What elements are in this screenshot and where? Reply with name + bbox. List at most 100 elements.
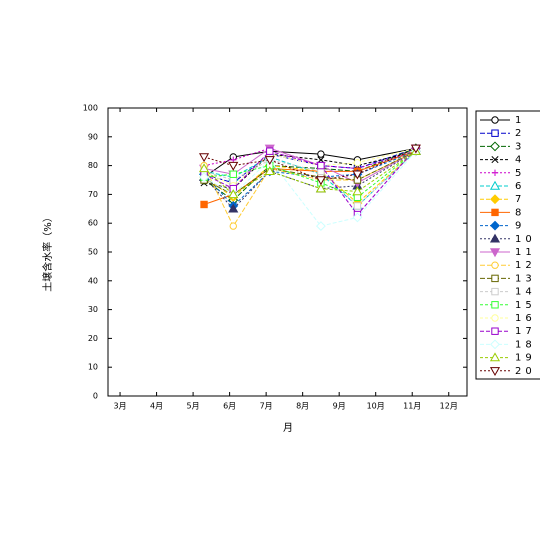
marker (489, 367, 501, 377)
marker (491, 208, 499, 217)
y-tick-label: 70 (88, 190, 98, 199)
series-line (203, 147, 417, 184)
y-tick-label: 20 (88, 334, 98, 343)
series-line (203, 150, 417, 205)
y-tick-label: 40 (88, 276, 98, 285)
marker (410, 144, 421, 154)
legend-label: 1 (515, 115, 525, 126)
marker (491, 314, 499, 322)
marker (489, 352, 501, 362)
marker (316, 221, 326, 231)
y-tick-label: 90 (88, 132, 98, 141)
marker (491, 156, 499, 164)
x-tick-label: 11月 (403, 402, 421, 411)
series-line (203, 150, 417, 196)
marker (198, 153, 210, 163)
series-line (203, 150, 417, 207)
legend-box (475, 110, 540, 380)
y-axis-label: 土壌含水率（%） (41, 212, 54, 292)
y-tick-label: 30 (88, 305, 98, 314)
legend-label: 2 (515, 128, 525, 139)
marker (491, 169, 499, 176)
marker (489, 180, 501, 190)
marker (491, 274, 499, 283)
marker (491, 261, 499, 269)
series-line (203, 147, 417, 181)
series-line (203, 150, 417, 204)
y-tick-label: 100 (83, 104, 98, 113)
legend-label: 8 (515, 207, 525, 218)
marker (353, 202, 362, 210)
marker (315, 183, 326, 193)
y-tick-label: 60 (88, 219, 98, 228)
legend-label: 4 (515, 155, 525, 166)
marker (264, 156, 275, 166)
marker (266, 147, 274, 155)
marker (317, 161, 325, 170)
legend-label: 7 (515, 194, 525, 205)
marker (490, 194, 500, 205)
legend-label: 11 (515, 247, 536, 258)
x-tick-label: 4月 (150, 402, 163, 411)
x-tick-label: 10月 (367, 402, 385, 411)
marker (228, 189, 239, 199)
marker (352, 186, 363, 196)
x-axis-label: 月 (283, 422, 293, 434)
legend-label: 20 (515, 366, 536, 377)
marker (491, 116, 499, 124)
y-tick-label: 10 (88, 363, 98, 372)
legend-label: 12 (515, 260, 536, 271)
marker (491, 287, 499, 296)
marker (491, 327, 499, 335)
series-line (203, 150, 417, 210)
marker (491, 129, 499, 137)
marker (489, 248, 501, 258)
x-tick-label: 5月 (187, 402, 200, 411)
series-line (203, 147, 416, 187)
marker (490, 141, 500, 152)
x-tick-label: 9月 (333, 402, 346, 411)
marker (264, 166, 275, 176)
legend-label: 19 (515, 353, 536, 364)
x-tick-label: 7月 (260, 402, 273, 411)
legend-label: 5 (515, 168, 525, 179)
x-tick-label: 8月 (296, 402, 309, 411)
x-tick-label: 12月 (440, 402, 458, 411)
marker (352, 170, 363, 180)
y-tick-label: 0 (93, 392, 98, 401)
series-line (203, 147, 417, 216)
x-tick-label: 6月 (223, 402, 236, 411)
marker (353, 159, 362, 167)
marker (228, 203, 239, 213)
marker (490, 220, 500, 231)
series-line (203, 147, 417, 169)
legend-label: 9 (515, 221, 525, 232)
legend-label: 15 (515, 300, 536, 311)
legend-label: 3 (515, 141, 525, 152)
x-tick-label: 3月 (114, 402, 127, 411)
y-tick-label: 80 (88, 161, 98, 170)
y-tick-label: 50 (88, 248, 98, 257)
series-line (204, 150, 417, 198)
marker (491, 301, 499, 309)
marker (198, 163, 210, 173)
marker (200, 200, 208, 209)
legend-label: 13 (515, 273, 536, 284)
legend-label: 10 (515, 234, 536, 245)
marker (315, 176, 326, 186)
marker (317, 150, 325, 158)
marker (352, 212, 363, 223)
marker (229, 222, 237, 230)
legend-label: 14 (515, 287, 536, 298)
series-line (203, 150, 417, 227)
marker (228, 161, 239, 171)
marker (199, 172, 209, 183)
legend-label: 6 (515, 181, 525, 192)
legend-label: 16 (515, 313, 536, 324)
series-line (203, 150, 417, 195)
legend-label: 18 (515, 339, 536, 350)
marker (489, 233, 501, 243)
series-line (203, 150, 417, 207)
legend-label: 17 (515, 326, 536, 337)
